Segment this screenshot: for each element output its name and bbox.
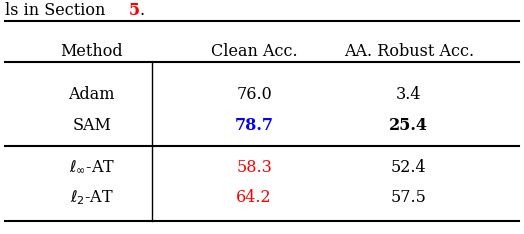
Text: 64.2: 64.2 (236, 189, 272, 206)
Text: 25.4: 25.4 (389, 117, 428, 134)
Text: $\ell_\infty$-AT: $\ell_\infty$-AT (69, 159, 115, 176)
Text: 52.4: 52.4 (391, 159, 427, 176)
Text: 58.3: 58.3 (236, 159, 272, 176)
Text: 3.4: 3.4 (396, 86, 421, 103)
Text: Method: Method (60, 43, 123, 60)
Text: Clean Acc.: Clean Acc. (211, 43, 298, 60)
Text: ls in Section: ls in Section (5, 2, 111, 19)
Text: $\ell_2$-AT: $\ell_2$-AT (70, 188, 114, 207)
Text: AA. Robust Acc.: AA. Robust Acc. (344, 43, 474, 60)
Text: 5: 5 (128, 2, 139, 19)
Text: 76.0: 76.0 (236, 86, 272, 103)
Text: SAM: SAM (72, 117, 111, 134)
Text: 57.5: 57.5 (391, 189, 427, 206)
Text: Adam: Adam (69, 86, 115, 103)
Text: 78.7: 78.7 (235, 117, 274, 134)
Text: .: . (140, 2, 145, 19)
